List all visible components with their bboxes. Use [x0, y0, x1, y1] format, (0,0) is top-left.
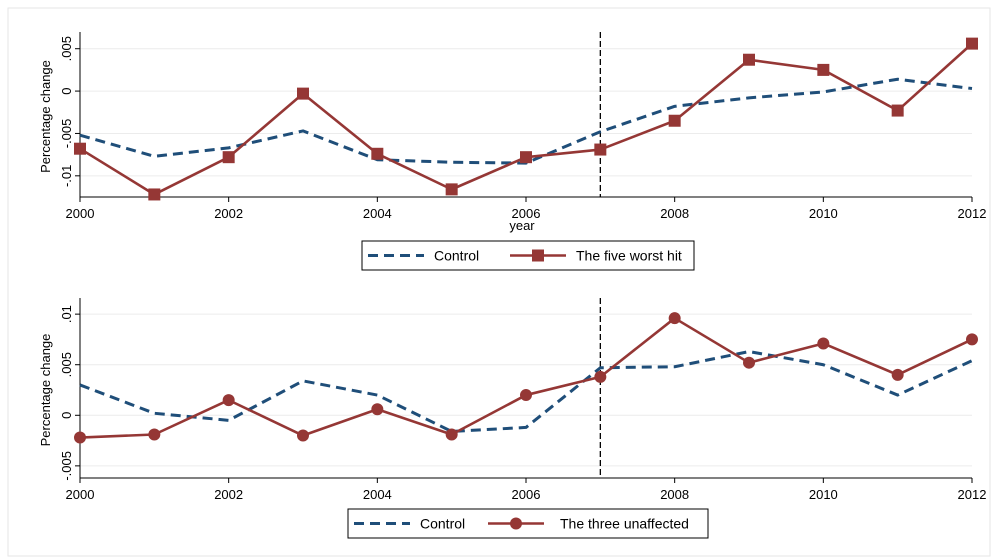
data-point-square	[222, 151, 235, 164]
data-point-circle	[594, 370, 607, 383]
data-point-square	[297, 87, 309, 100]
data-point-square	[520, 151, 532, 164]
legend-label-control: Control	[420, 516, 465, 532]
data-point-circle	[445, 428, 458, 441]
x-tick-label: 2002	[214, 206, 243, 221]
data-point-circle	[966, 333, 978, 346]
x-tick-label: 2006	[512, 487, 541, 502]
legend-label-control: Control	[434, 248, 479, 264]
data-point-square	[148, 188, 161, 201]
legend-marker-circle	[510, 517, 522, 530]
x-tick-label: 2000	[66, 206, 95, 221]
y-tick-label: -.005	[59, 451, 74, 481]
data-point-circle	[668, 312, 681, 325]
x-tick-label: 2012	[958, 206, 987, 221]
chart-panel-1: .005 0 -.005 -.01 2000 2002 2004 2006 2008 2010 20…	[38, 32, 987, 271]
data-point-circle	[891, 368, 904, 381]
legend-label-treated: The five worst hit	[576, 248, 682, 264]
legend-label-treated: The three unaffected	[560, 516, 689, 532]
data-point-circle	[297, 429, 309, 442]
series-line-1	[79, 350, 973, 433]
y-tick-label: .005	[59, 352, 74, 377]
data-point-square	[594, 143, 607, 156]
x-tick-label: 2006	[512, 206, 541, 221]
data-point-square	[743, 53, 755, 66]
data-point-circle	[743, 356, 755, 369]
data-point-square	[817, 63, 830, 76]
y-tick-label: 0	[59, 412, 74, 419]
y-tick-label: -.01	[59, 165, 74, 187]
y-axis-title: Percentage change	[38, 60, 53, 173]
x-tick-label: 2010	[809, 487, 838, 502]
legend: Control The three unaffected	[347, 508, 709, 539]
y-axis-title: Percentage change	[38, 334, 53, 447]
data-point-circle	[371, 403, 384, 416]
x-tick-label: 2008	[660, 487, 689, 502]
x-tick-label: 2002	[214, 487, 243, 502]
data-point-square	[74, 142, 86, 155]
x-tick-label: 2008	[660, 206, 689, 221]
data-point-circle	[74, 431, 86, 444]
x-tick-label: 2004	[363, 487, 392, 502]
legend: Control The five worst hit	[361, 240, 695, 271]
y-tick-label: 0	[59, 87, 74, 94]
y-tick-label: .01	[59, 305, 74, 323]
x-tick-label: 2012	[958, 487, 987, 502]
data-point-circle	[222, 394, 235, 407]
legend-marker-square	[532, 249, 544, 262]
data-point-circle	[148, 428, 161, 441]
data-point-square	[891, 104, 904, 117]
data-point-circle	[520, 389, 532, 402]
x-axis-title: year	[509, 218, 535, 233]
data-point-circle	[817, 337, 830, 350]
chart-panel-2: .01 .005 0 -.005 2000 2002 2004 2006 2008 2010 201…	[38, 298, 987, 539]
chart-panels: .005 0 -.005 -.01 2000 2002 2004 2006 2008 2010 20…	[38, 32, 987, 539]
x-tick-label: 2010	[809, 206, 838, 221]
data-point-square	[966, 37, 978, 50]
x-tick-label: 2000	[66, 487, 95, 502]
data-point-square	[445, 183, 458, 196]
x-tick-label: 2004	[363, 206, 392, 221]
data-point-square	[668, 114, 681, 127]
data-point-square	[371, 147, 384, 160]
y-tick-label: .005	[59, 36, 74, 61]
y-tick-label: -.005	[59, 119, 74, 149]
